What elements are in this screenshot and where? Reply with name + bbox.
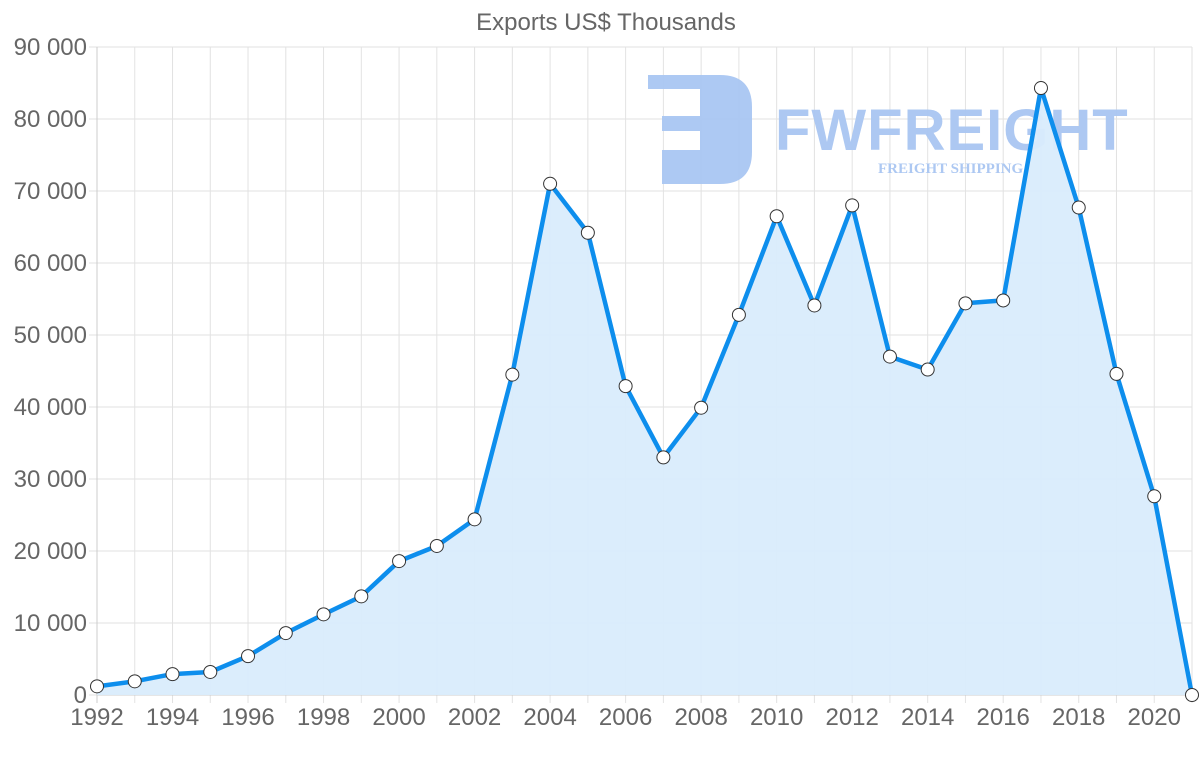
data-point[interactable] (543, 176, 558, 191)
data-point[interactable] (731, 307, 746, 322)
x-tick-label: 2002 (448, 704, 501, 731)
data-point[interactable] (316, 607, 331, 622)
y-tick-label: 70 000 (14, 178, 87, 205)
x-tick-label: 2016 (977, 704, 1030, 731)
data-point[interactable] (429, 538, 444, 553)
x-tick-label: 2004 (523, 704, 576, 731)
data-line (96, 85, 1195, 696)
y-tick-label: 90 000 (14, 34, 87, 61)
data-point[interactable] (807, 298, 822, 313)
data-points (90, 81, 1199, 702)
data-point[interactable] (996, 293, 1011, 308)
data-point[interactable] (165, 667, 180, 682)
data-point[interactable] (1109, 366, 1124, 381)
x-tick-label: 1998 (297, 704, 350, 731)
data-point[interactable] (882, 349, 897, 364)
data-point[interactable] (1033, 81, 1048, 96)
chart-title: Exports US$ Thousands (476, 9, 736, 36)
x-tick-label: 1996 (221, 704, 274, 731)
y-tick-label: 20 000 (14, 538, 87, 565)
data-point[interactable] (769, 209, 784, 224)
x-tick-label: 2018 (1052, 704, 1105, 731)
y-tick-label: 80 000 (14, 106, 87, 133)
fw-logo-icon (648, 75, 752, 184)
data-point[interactable] (90, 679, 104, 694)
area-fill (97, 88, 1192, 695)
data-point[interactable] (392, 554, 407, 569)
x-tick-label: 2012 (825, 704, 878, 731)
data-point[interactable] (1071, 200, 1086, 215)
y-tick-label: 10 000 (14, 610, 87, 637)
x-tick-label: 1992 (70, 704, 123, 731)
data-point[interactable] (127, 674, 142, 689)
data-point[interactable] (241, 649, 256, 664)
x-tick-label: 2014 (901, 704, 954, 731)
data-point[interactable] (467, 512, 482, 527)
data-point[interactable] (656, 450, 671, 465)
x-tick-label: 1994 (146, 704, 199, 731)
data-point[interactable] (845, 198, 860, 213)
y-tick-label: 40 000 (14, 394, 87, 421)
data-point[interactable] (278, 626, 293, 641)
data-point[interactable] (694, 400, 709, 415)
x-tick-label: 2000 (372, 704, 425, 731)
data-point[interactable] (1147, 489, 1162, 504)
x-axis-ticks: 1992 1994 1996 1998 2000 2002 2004 2006 2008 2010… (70, 704, 1181, 731)
data-point[interactable] (1185, 688, 1199, 702)
watermark-text: FWFREIGHT (775, 98, 1129, 163)
y-tick-label: 60 000 (14, 250, 87, 277)
x-tick-label: 2010 (750, 704, 803, 731)
data-point[interactable] (920, 362, 935, 377)
data-point[interactable] (354, 589, 369, 604)
y-tick-label: 0 (74, 682, 87, 709)
data-point[interactable] (618, 379, 633, 394)
y-tick-label: 50 000 (14, 322, 87, 349)
y-tick-label: 30 000 (14, 466, 87, 493)
y-axis-ticks: 0 10 000 20 000 30 000 40 000 50 000 60 000 70 … (14, 34, 87, 709)
data-point[interactable] (958, 296, 973, 311)
watermark-logo: FWFREIGHT FREIGHT SHIPPING (648, 75, 1129, 184)
x-tick-label: 2020 (1128, 704, 1181, 731)
data-point[interactable] (580, 225, 595, 240)
data-point[interactable] (505, 367, 520, 382)
x-tick-label: 2008 (674, 704, 727, 731)
watermark-subtext: FREIGHT SHIPPING (878, 161, 1023, 177)
data-point[interactable] (203, 664, 218, 679)
x-tick-label: 2006 (599, 704, 652, 731)
